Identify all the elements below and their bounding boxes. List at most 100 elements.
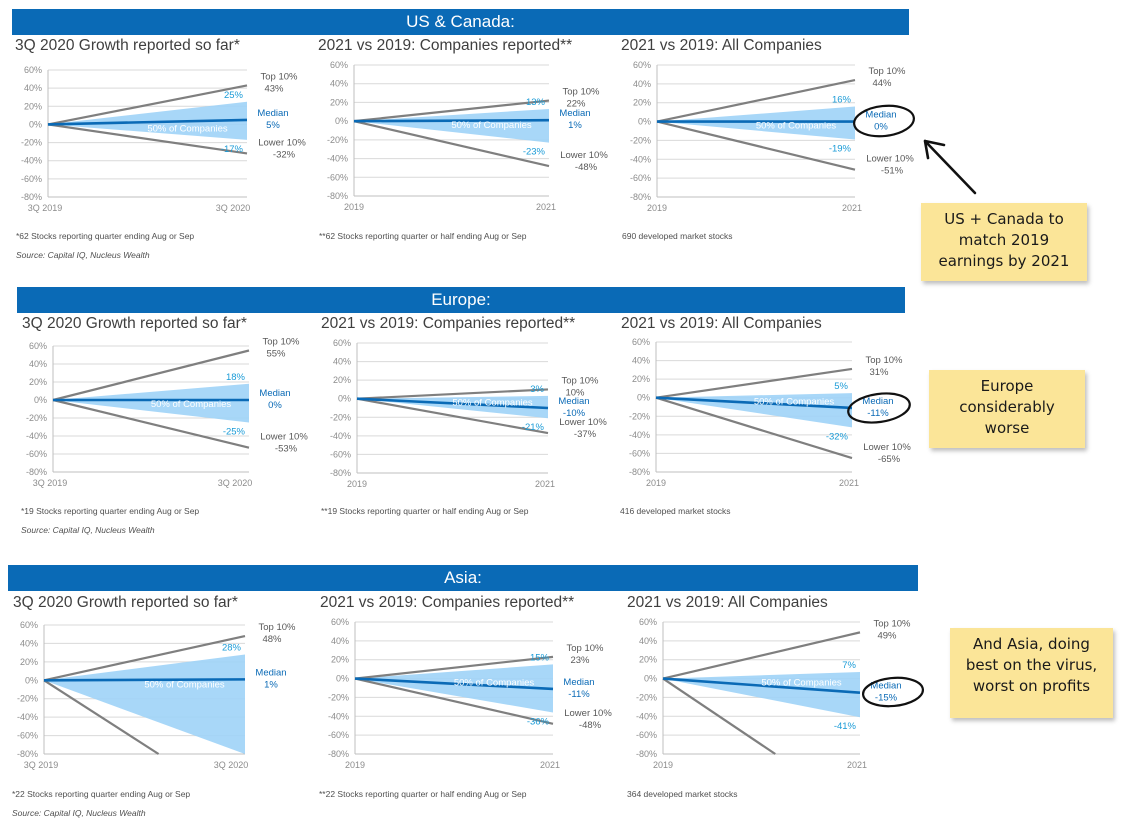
median-value: -10%	[563, 408, 586, 419]
footnote: **22 Stocks reporting quarter or half en…	[319, 789, 527, 799]
y-tick-label: 60%	[330, 60, 348, 70]
bottom10-line	[52, 398, 250, 449]
y-tick-label: -40%	[330, 431, 351, 441]
y-tick-label: -40%	[630, 154, 651, 164]
q75-value: 13%	[526, 97, 546, 108]
x-tick-label: 2021	[839, 478, 859, 488]
median-line	[353, 118, 550, 123]
median-label: Median	[257, 108, 288, 119]
top10-line	[354, 655, 554, 680]
x-tick-label: 3Q 2020	[218, 478, 253, 488]
y-tick-label: -20%	[330, 412, 351, 422]
q25-value: -41%	[834, 721, 857, 732]
y-tick-label: 0%	[25, 675, 38, 685]
chart-asia-companies-reported: 60% 40% 20% 0% -20% -40% -60% -80%2019 2021 50% o…	[328, 617, 612, 770]
interquartile-band	[657, 106, 855, 140]
chart-asia-all-companies: 60% 40% 20% 0% -20% -40% -60% -80%2019 2021 50% o…	[636, 617, 911, 770]
footnote: **19 Stocks reporting quarter or half en…	[321, 506, 529, 516]
interquartile-band	[656, 393, 852, 428]
y-tick-label: 0%	[336, 674, 349, 684]
top10-label: Top 10%	[866, 355, 904, 366]
y-tick-label: 20%	[633, 98, 651, 108]
top10-value: 10%	[565, 387, 585, 398]
y-tick-label: 20%	[330, 97, 348, 107]
q25-value: -17%	[221, 144, 244, 155]
y-tick-label: 60%	[632, 337, 650, 347]
y-tick-label: 0%	[644, 674, 657, 684]
q25-value: -25%	[223, 427, 246, 438]
band-label: 50% of Companies	[452, 398, 533, 409]
q25-value: -21%	[522, 422, 545, 433]
y-tick-label: -80%	[17, 749, 38, 759]
chart-title: 2021 vs 2019: All Companies	[621, 315, 822, 332]
chart-title: 3Q 2020 Growth reported so far*	[13, 594, 238, 611]
y-tick-label: 60%	[639, 617, 657, 627]
top10-value: 55%	[266, 349, 286, 360]
sticky-note-us: US + Canada to match 2019 earnings by 20…	[921, 203, 1087, 281]
bottom10-value: -48%	[579, 720, 602, 731]
median-label: Median	[862, 396, 893, 407]
chart-europe-all-companies: 60% 40% 20% 0% -20% -40% -60% -80%2019 2021 50% o…	[629, 337, 911, 488]
top10-line	[353, 99, 550, 123]
chart-title: 3Q 2020 Growth reported so far*	[15, 37, 240, 54]
y-tick-label: -20%	[327, 135, 348, 145]
y-tick-label: -20%	[26, 413, 47, 423]
bottom10-value: -53%	[275, 444, 298, 455]
bottom10-line	[356, 397, 549, 435]
y-tick-label: -40%	[328, 711, 349, 721]
bottom10-line	[656, 120, 856, 171]
band-label: 50% of Companies	[151, 399, 232, 410]
y-tick-label: -80%	[330, 468, 351, 478]
x-tick-label: 3Q 2019	[33, 478, 68, 488]
bottom10-label: Lower 10%	[258, 137, 306, 148]
q75-value: 7%	[842, 660, 856, 671]
footnote: *19 Stocks reporting quarter ending Aug …	[21, 506, 200, 516]
band-label: 50% of Companies	[454, 678, 535, 689]
top10-value: 22%	[566, 99, 586, 110]
x-tick-label: 2019	[646, 478, 666, 488]
median-line	[43, 678, 246, 682]
x-tick-label: 2021	[842, 203, 862, 213]
bottom10-label: Lower 10%	[260, 432, 308, 443]
sticky-note-asia: And Asia, doing best on the virus, worst…	[950, 628, 1113, 718]
footnote: *62 Stocks reporting quarter ending Aug …	[16, 231, 195, 241]
median-value: 0%	[268, 400, 282, 411]
median-label: Median	[255, 667, 286, 678]
q75-value: 16%	[832, 94, 852, 105]
interquartile-band	[44, 654, 245, 754]
y-tick-label: 0%	[338, 394, 351, 404]
y-tick-label: 40%	[24, 83, 42, 93]
interquartile-band	[354, 108, 549, 143]
top10-line	[655, 367, 853, 399]
chart-title: 2021 vs 2019: Companies reported**	[320, 594, 575, 611]
footnote: **62 Stocks reporting quarter or half en…	[319, 231, 527, 241]
chart-asia-q3-growth: 60% 40% 20% 0% -20% -40% -60% -80%3Q 2019 3Q 202…	[17, 620, 296, 770]
section-banner-us-canada: US & Canada:	[12, 9, 909, 35]
interquartile-band	[355, 664, 553, 713]
y-tick-label: 20%	[639, 655, 657, 665]
y-tick-label: -40%	[327, 154, 348, 164]
band-label: 50% of Companies	[756, 121, 837, 132]
y-tick-label: 40%	[331, 636, 349, 646]
y-tick-label: -20%	[629, 411, 650, 421]
y-tick-label: 60%	[24, 65, 42, 75]
y-tick-label: -60%	[630, 173, 651, 183]
q25-value: -19%	[829, 143, 852, 154]
y-tick-label: -80%	[636, 749, 657, 759]
bottom10-line	[655, 396, 853, 460]
x-tick-label: 3Q 2020	[216, 203, 251, 213]
chart-title: 2021 vs 2019: All Companies	[621, 37, 822, 54]
chart-europe-companies-reported: 60% 40% 20% 0% -20% -40% -60% -80%2019 2021 50% o…	[330, 338, 607, 489]
y-tick-label: 40%	[639, 636, 657, 646]
y-tick-label: 40%	[330, 79, 348, 89]
y-tick-label: -20%	[328, 692, 349, 702]
bottom10-value: -37%	[574, 429, 597, 440]
median-value: -15%	[875, 693, 898, 704]
x-tick-label: 2019	[653, 760, 673, 770]
top10-label: Top 10%	[263, 337, 301, 348]
y-tick-label: -40%	[21, 156, 42, 166]
q75-value: 5%	[834, 381, 848, 392]
footnote: 364 developed market stocks	[627, 789, 738, 799]
y-tick-label: 20%	[333, 375, 351, 385]
top10-line	[47, 84, 248, 126]
